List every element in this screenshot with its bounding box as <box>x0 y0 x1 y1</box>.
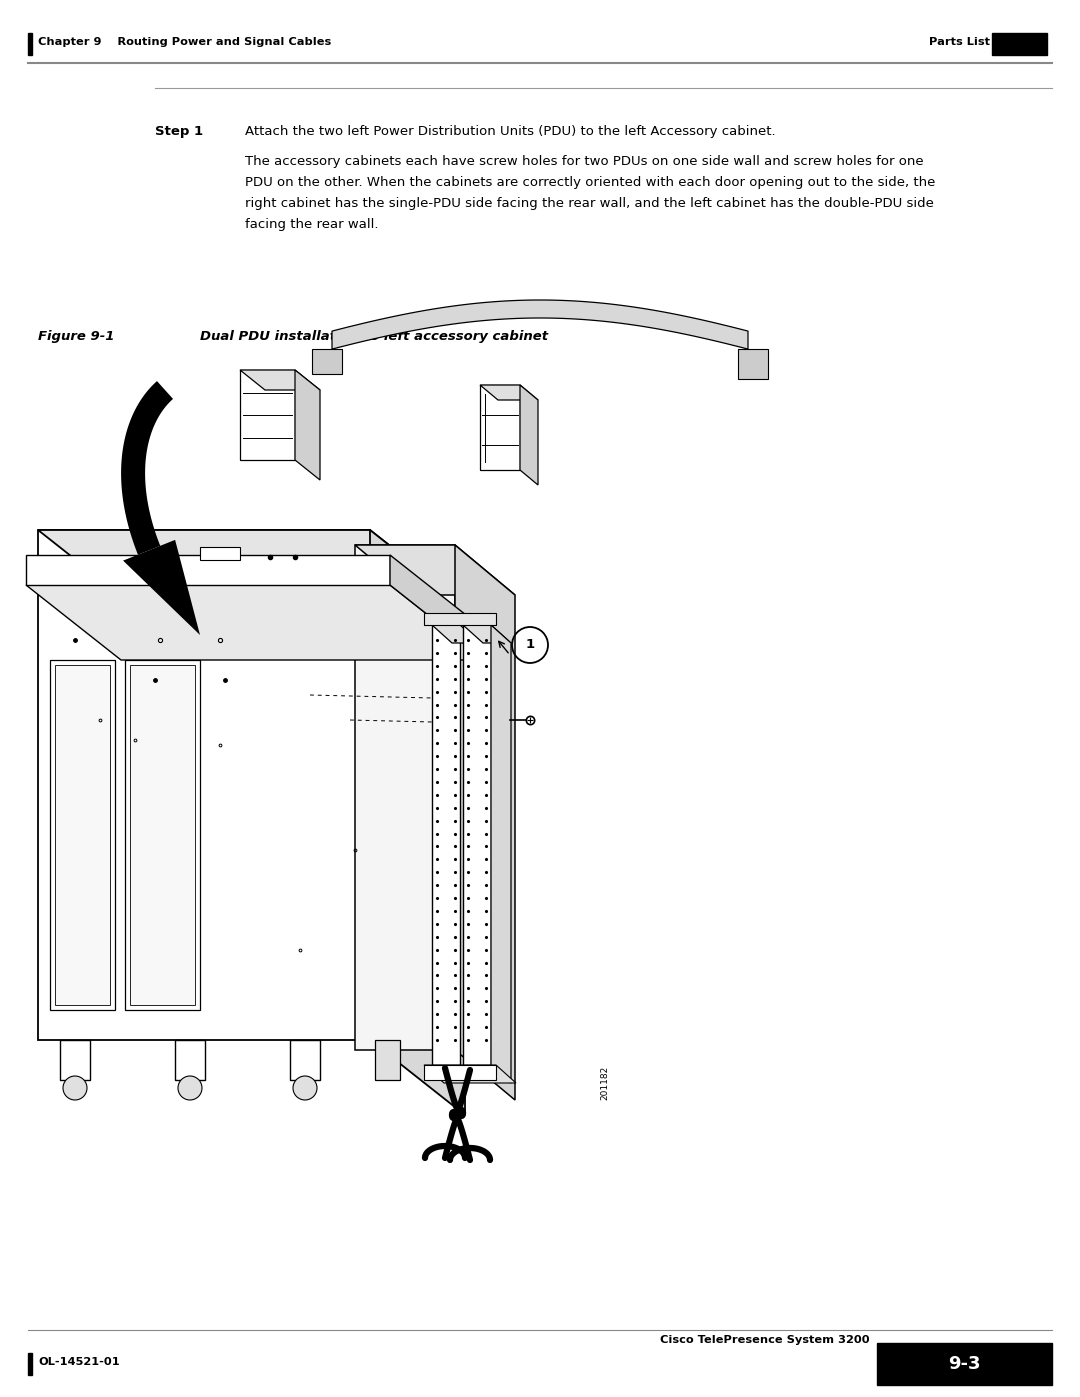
Bar <box>993 34 1047 54</box>
Polygon shape <box>370 529 465 1115</box>
Text: Dual PDU installation to left accessory cabinet: Dual PDU installation to left accessory … <box>200 330 549 344</box>
Polygon shape <box>50 659 114 1010</box>
Polygon shape <box>26 555 390 585</box>
Polygon shape <box>432 624 480 643</box>
Polygon shape <box>519 386 538 485</box>
Polygon shape <box>60 1039 90 1080</box>
Polygon shape <box>424 1065 496 1080</box>
Polygon shape <box>200 548 240 560</box>
Text: right cabinet has the single-PDU side facing the rear wall, and the left cabinet: right cabinet has the single-PDU side fa… <box>245 197 934 210</box>
Bar <box>28 34 32 54</box>
Polygon shape <box>332 300 748 349</box>
Polygon shape <box>55 665 110 1004</box>
Circle shape <box>63 1076 87 1099</box>
Text: Step 1: Step 1 <box>156 124 203 138</box>
Text: Attach the two left Power Distribution Units (PDU) to the left Accessory cabinet: Attach the two left Power Distribution U… <box>245 124 775 138</box>
Bar <box>877 1343 1052 1384</box>
Text: Cisco TelePresence System 3200: Cisco TelePresence System 3200 <box>660 1336 870 1345</box>
Polygon shape <box>38 529 465 605</box>
Polygon shape <box>390 555 485 659</box>
Polygon shape <box>424 1065 516 1083</box>
Circle shape <box>178 1076 202 1099</box>
Bar <box>28 1354 32 1375</box>
Text: The accessory cabinets each have screw holes for two PDUs on one side wall and s: The accessory cabinets each have screw h… <box>245 155 923 168</box>
Text: Parts List: Parts List <box>929 36 990 47</box>
Polygon shape <box>123 539 200 636</box>
Polygon shape <box>291 1039 320 1080</box>
Polygon shape <box>295 370 320 481</box>
Text: Chapter 9    Routing Power and Signal Cables: Chapter 9 Routing Power and Signal Cable… <box>38 36 332 47</box>
Text: OL-14521-01: OL-14521-01 <box>38 1356 120 1368</box>
Text: PDU on the other. When the cabinets are correctly oriented with each door openin: PDU on the other. When the cabinets are … <box>245 176 935 189</box>
Circle shape <box>293 1076 318 1099</box>
Polygon shape <box>355 545 515 595</box>
Polygon shape <box>432 624 460 1065</box>
Text: 201182: 201182 <box>600 1066 609 1099</box>
Polygon shape <box>738 349 768 379</box>
Polygon shape <box>480 386 519 469</box>
Polygon shape <box>38 529 370 1039</box>
Polygon shape <box>121 381 173 555</box>
Text: facing the rear wall.: facing the rear wall. <box>245 218 378 231</box>
Polygon shape <box>355 545 455 1051</box>
Polygon shape <box>375 1039 400 1080</box>
Polygon shape <box>130 665 195 1004</box>
Polygon shape <box>312 349 342 374</box>
Polygon shape <box>455 545 515 1099</box>
Polygon shape <box>125 659 200 1010</box>
Polygon shape <box>240 370 320 390</box>
Polygon shape <box>491 624 511 1083</box>
Polygon shape <box>463 624 511 643</box>
Polygon shape <box>424 613 496 624</box>
Text: Figure 9-1: Figure 9-1 <box>38 330 114 344</box>
Polygon shape <box>175 1039 205 1080</box>
Polygon shape <box>26 585 485 659</box>
Text: 9-3: 9-3 <box>948 1355 981 1373</box>
Polygon shape <box>463 624 491 1065</box>
Polygon shape <box>240 370 295 460</box>
Polygon shape <box>480 386 538 400</box>
Text: 1: 1 <box>526 638 535 651</box>
